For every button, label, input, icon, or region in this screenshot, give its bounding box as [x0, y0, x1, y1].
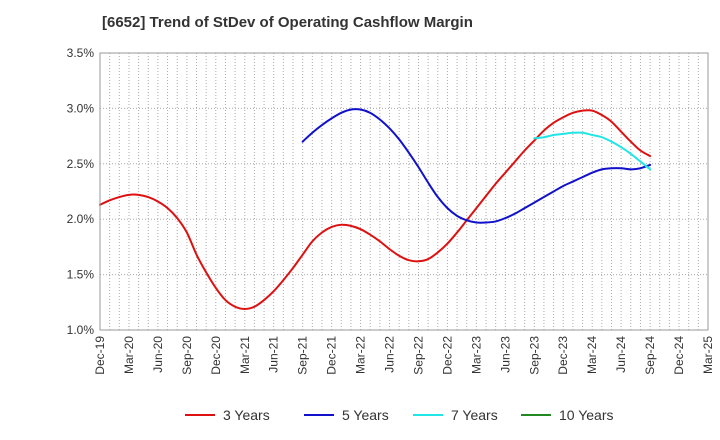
x-tick-label: Jun-22 [383, 336, 397, 373]
x-tick-label: Sep-21 [296, 336, 310, 375]
series-layer [99, 108, 652, 310]
y-tick-label: 2.0% [67, 212, 95, 226]
chart-title: [6652] Trend of StDev of Operating Cashf… [102, 14, 473, 31]
legend-label-7-years: 7 Years [451, 407, 498, 423]
series-line-7-years [533, 131, 652, 171]
legend-label-3-years: 3 Years [223, 407, 270, 423]
legend-label-10-years: 10 Years [559, 407, 614, 423]
x-tick-label: Jun-24 [614, 336, 628, 373]
y-axis-ticks: 1.0% 1.5% 2.0% 2.5% 3.0% 3.5% [67, 46, 95, 337]
x-tick-label: Mar-21 [238, 336, 252, 374]
series-line-5-years [301, 108, 652, 224]
x-tick-label: Dec-20 [209, 336, 223, 375]
x-tick-label: Mar-24 [585, 336, 599, 374]
x-tick-label: Sep-23 [527, 336, 541, 375]
x-tick-label: Mar-20 [122, 336, 136, 374]
x-tick-label: Dec-21 [325, 336, 339, 375]
x-tick-label: Sep-24 [643, 336, 657, 375]
series-line-3-years [99, 109, 652, 310]
x-tick-label: Jun-23 [498, 336, 512, 373]
x-tick-label: Mar-22 [354, 336, 368, 374]
x-tick-label: Mar-25 [701, 336, 715, 374]
x-tick-label: Dec-24 [672, 336, 686, 375]
y-tick-label: 3.5% [67, 46, 95, 60]
plot-frame [99, 52, 709, 331]
x-axis-ticks: Dec-19 Mar-20 Jun-20 Sep-20 Dec-20 Mar-21 Jun-… [93, 336, 715, 375]
y-tick-label: 2.5% [67, 157, 95, 171]
x-tick-label: Dec-23 [556, 336, 570, 375]
grid-layer [100, 52, 708, 331]
legend-label-5-years: 5 Years [342, 407, 389, 423]
y-tick-label: 3.0% [67, 101, 95, 115]
legend: 3 Years 5 Years 7 Years 10 Years [185, 407, 614, 423]
x-tick-label: Dec-19 [93, 336, 107, 375]
x-tick-label: Sep-22 [411, 336, 425, 375]
x-tick-label: Sep-20 [180, 336, 194, 375]
y-tick-label: 1.0% [67, 323, 95, 337]
x-tick-label: Jun-21 [267, 336, 281, 373]
x-tick-label: Jun-20 [151, 336, 165, 373]
y-tick-label: 1.5% [67, 268, 95, 282]
x-tick-label: Mar-23 [469, 336, 483, 374]
x-tick-label: Dec-22 [440, 336, 454, 375]
